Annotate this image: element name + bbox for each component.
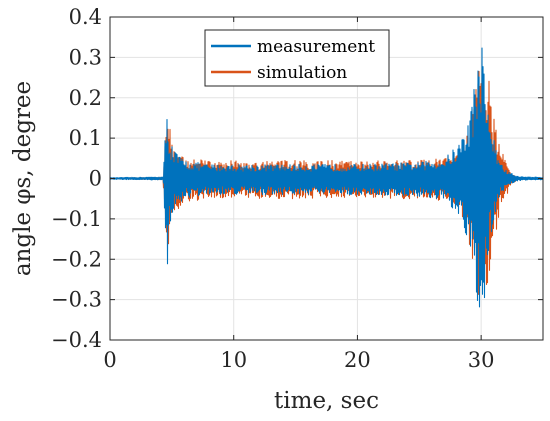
y-tick-label: 0.2 bbox=[69, 86, 102, 110]
y-tick-label: −0.4 bbox=[51, 328, 102, 352]
x-tick-label: 10 bbox=[220, 348, 247, 372]
x-tick-label: 0 bbox=[103, 348, 116, 372]
x-tick-label: 20 bbox=[344, 348, 371, 372]
legend: measurement simulation bbox=[204, 29, 390, 87]
y-tick-label: 0 bbox=[89, 167, 102, 191]
axis-ticks: 0 10 20 30 −0.4 −0.3 −0.2 −0.1 0 0.1 0.2 0.3 0.4 bbox=[51, 5, 543, 372]
y-tick-label: −0.1 bbox=[51, 207, 102, 231]
legend-box bbox=[204, 29, 390, 87]
y-tick-label: 0.4 bbox=[69, 5, 102, 29]
y-tick-label: −0.3 bbox=[51, 288, 102, 312]
x-axis-label: time, sec bbox=[274, 388, 379, 414]
plot-series bbox=[109, 47, 544, 308]
legend-label-simulation: simulation bbox=[257, 63, 347, 83]
y-tick-label: 0.1 bbox=[69, 126, 102, 150]
y-axis-label: angle φs, degree bbox=[10, 81, 36, 276]
x-tick-label: 30 bbox=[468, 348, 495, 372]
y-tick-label: 0.3 bbox=[69, 45, 102, 69]
y-tick-label: −0.2 bbox=[51, 247, 102, 271]
legend-label-measurement: measurement bbox=[257, 37, 375, 57]
series-line-measurement bbox=[109, 47, 544, 308]
